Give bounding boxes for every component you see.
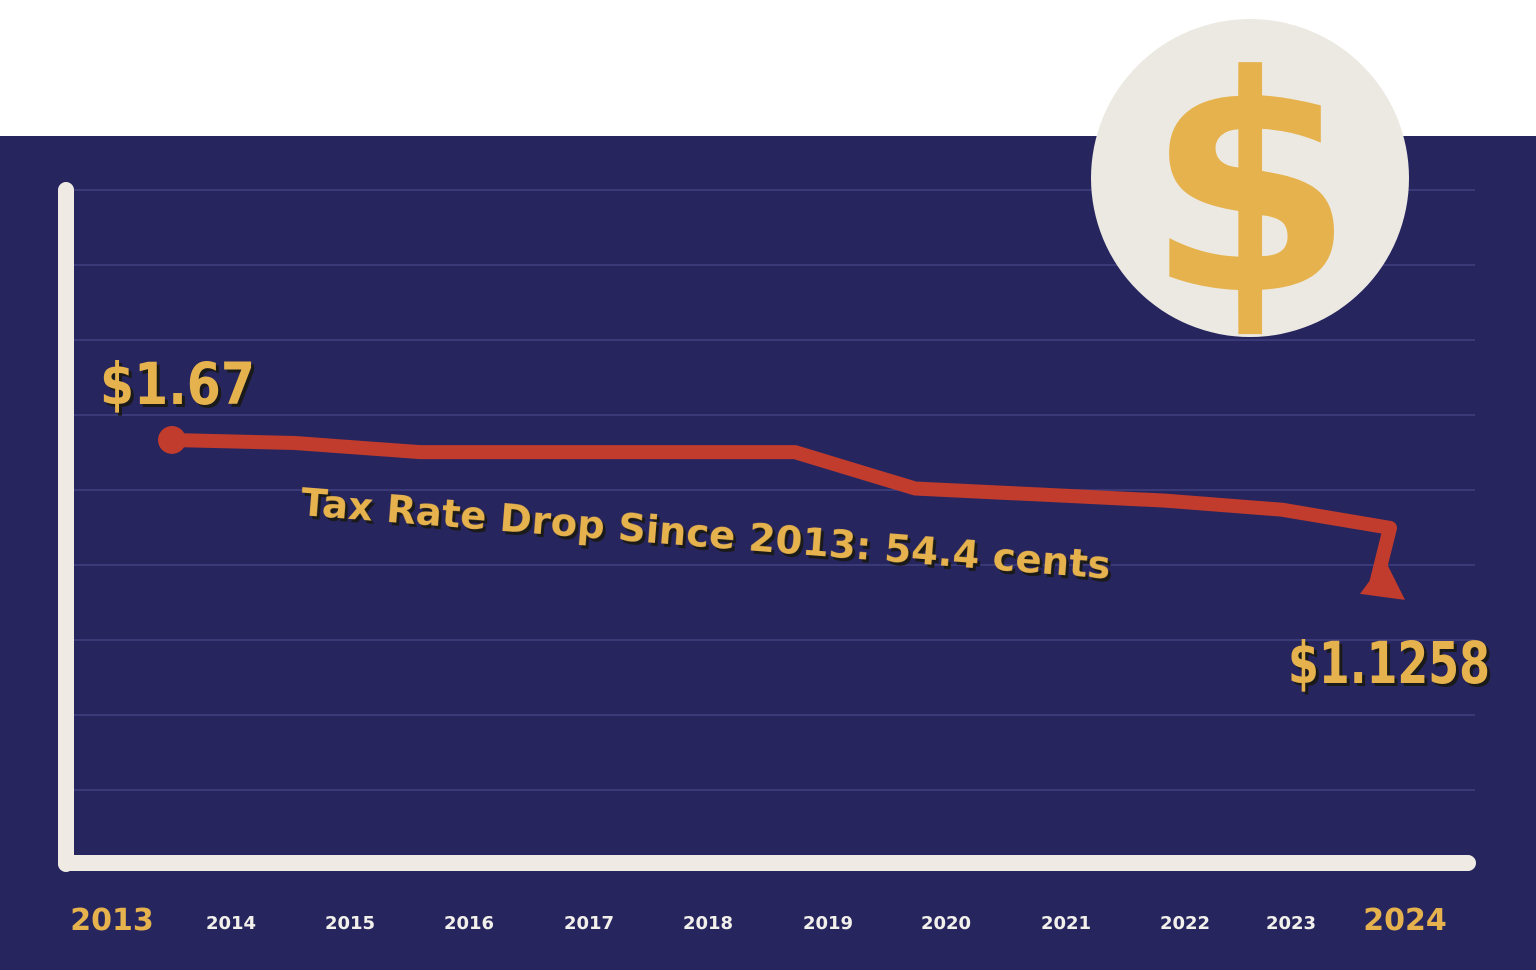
x-tick-label: 2013	[70, 903, 154, 938]
y-axis	[58, 182, 74, 872]
x-tick-label: 2021	[1041, 913, 1091, 934]
start-point	[158, 426, 186, 454]
data-point	[1281, 508, 1283, 511]
dollar-sign-icon: $	[1146, 12, 1355, 361]
x-tick-label: 2019	[803, 913, 853, 934]
arrow-head	[1360, 559, 1405, 600]
data-point	[294, 442, 296, 445]
x-tick-label: 2017	[564, 913, 614, 934]
x-tick-label: 2018	[683, 913, 733, 934]
data-point	[914, 487, 916, 490]
end-label: $1.1258	[1288, 629, 1490, 697]
data-point	[544, 451, 546, 454]
x-tick-label: 2023	[1266, 913, 1316, 934]
data-point	[419, 451, 421, 454]
x-tick-label: 2024	[1363, 903, 1447, 938]
start-label: $1.67	[100, 350, 255, 418]
dollar-coin-icon: $	[1091, 12, 1409, 361]
x-tick-label: 2016	[444, 913, 494, 934]
data-point	[1164, 499, 1166, 502]
x-tick-label: 2020	[921, 913, 971, 934]
x-tick-label: 2014	[206, 913, 256, 934]
data-point	[1039, 493, 1041, 496]
x-axis	[58, 855, 1476, 871]
x-tick-label: 2022	[1160, 913, 1210, 934]
series-line	[171, 433, 1397, 590]
x-tick-label: 2015	[325, 913, 375, 934]
data-point	[669, 451, 671, 454]
data-point	[794, 451, 796, 454]
